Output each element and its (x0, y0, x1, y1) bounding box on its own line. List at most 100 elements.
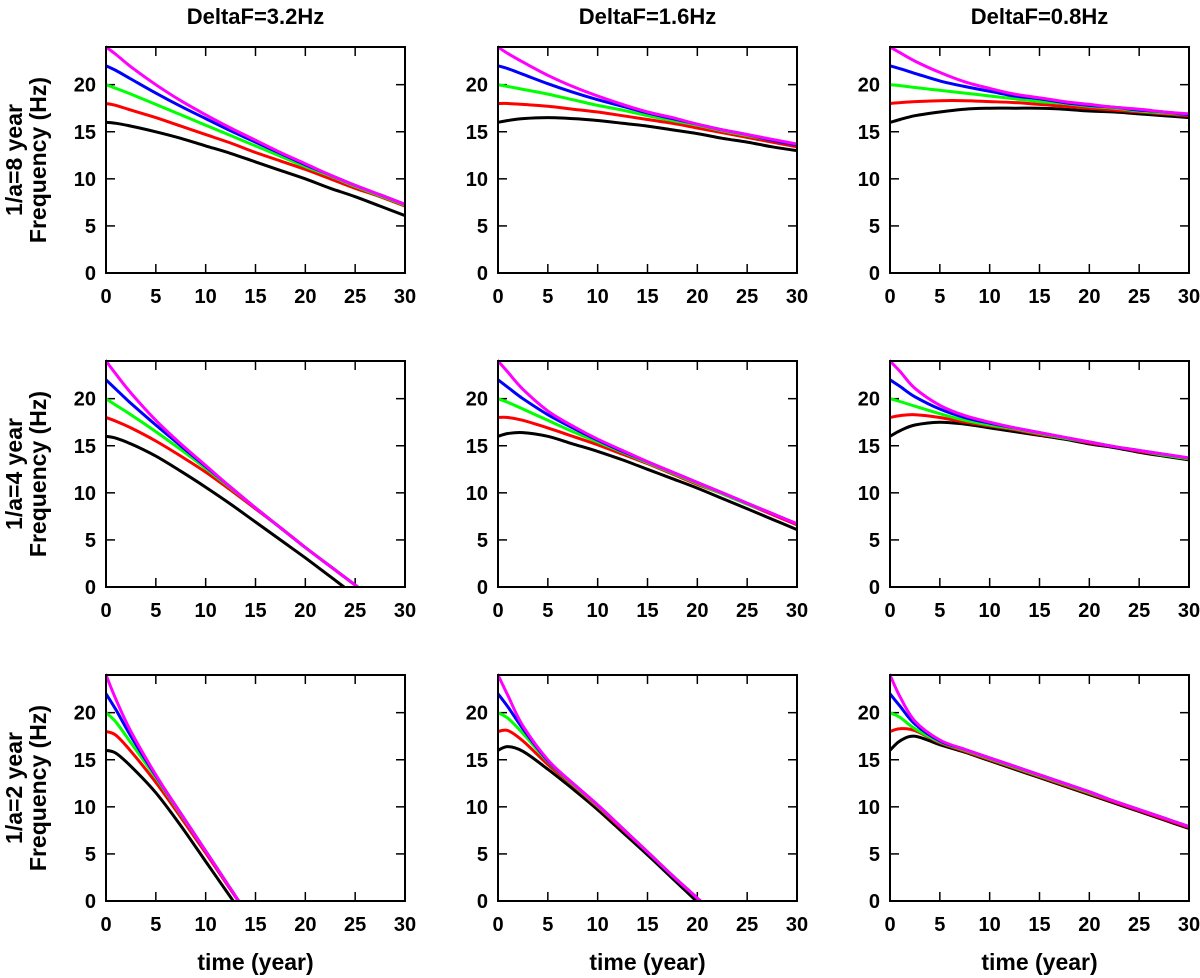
series-line-f24 (106, 45, 405, 206)
series-line-f24 (106, 673, 241, 901)
series-line-f24 (890, 45, 1189, 116)
x-tick-label: 15 (636, 914, 658, 936)
y-tick-label: 15 (74, 750, 96, 772)
y-tick-label: 10 (466, 169, 488, 191)
y-tick-label: 5 (869, 216, 880, 238)
series-line-f20 (890, 711, 1189, 829)
x-tick-label: 10 (587, 600, 609, 622)
y-tick-label: 20 (858, 75, 880, 97)
x-tick-label: 30 (786, 914, 808, 936)
plot-frame (889, 46, 1190, 274)
y-tick-label: 0 (869, 891, 880, 913)
x-tick-label: 10 (195, 914, 217, 936)
series-line-f24 (106, 359, 360, 587)
plot-frame (497, 46, 798, 274)
y-tick-label: 0 (477, 577, 488, 599)
y-tick-label: 15 (858, 436, 880, 458)
x-tick-label: 10 (979, 914, 1001, 936)
y-tick-label: 15 (858, 122, 880, 144)
x-tick-label: 0 (100, 600, 111, 622)
x-axis-label: time (year) (197, 949, 313, 975)
x-tick-label: 0 (884, 600, 895, 622)
plot-frame (105, 674, 406, 902)
x-tick-label: 20 (294, 600, 316, 622)
y-tick-label: 10 (858, 169, 880, 191)
x-tick-label: 15 (244, 286, 266, 308)
series-line-f22 (498, 692, 702, 901)
x-tick-label: 20 (686, 600, 708, 622)
y-tick-label: 5 (869, 530, 880, 552)
x-tick-label: 20 (294, 286, 316, 308)
x-tick-label: 25 (1128, 286, 1150, 308)
plot-frame (105, 46, 406, 274)
y-tick-label: 20 (74, 75, 96, 97)
y-tick-label: 20 (74, 389, 96, 411)
series-line-f16 (890, 734, 1189, 830)
plot-frame (889, 674, 1190, 902)
x-tick-label: 30 (1178, 286, 1200, 308)
series-line-f22 (498, 378, 797, 526)
x-tick-label: 5 (542, 914, 553, 936)
x-tick-label: 30 (394, 600, 416, 622)
y-tick-label: 15 (858, 750, 880, 772)
y-tick-label: 5 (477, 844, 488, 866)
x-tick-label: 0 (492, 600, 503, 622)
x-axis-label: time (year) (589, 949, 705, 975)
x-tick-label: 15 (244, 914, 266, 936)
x-tick-label: 20 (1078, 286, 1100, 308)
column-title: DeltaF=1.6Hz (579, 4, 717, 29)
x-tick-label: 30 (1178, 914, 1200, 936)
series-line-f24 (498, 673, 702, 901)
y-tick-label: 15 (74, 436, 96, 458)
series-line-f24 (498, 359, 797, 526)
x-tick-label: 25 (344, 286, 366, 308)
x-tick-label: 25 (1128, 600, 1150, 622)
series-line-f24 (498, 45, 797, 146)
y-tick-label: 0 (85, 263, 96, 285)
y-tick-label: 10 (858, 483, 880, 505)
y-tick-label: 20 (858, 389, 880, 411)
x-tick-label: 0 (100, 914, 111, 936)
x-tick-label: 0 (100, 286, 111, 308)
x-tick-label: 10 (195, 286, 217, 308)
y-tick-label: 15 (466, 122, 488, 144)
y-tick-label: 0 (85, 577, 96, 599)
y-tick-label: 20 (466, 75, 488, 97)
x-tick-label: 15 (1028, 914, 1050, 936)
x-tick-label: 30 (394, 914, 416, 936)
x-tick-label: 10 (979, 286, 1001, 308)
y-tick-label: 20 (466, 389, 488, 411)
series-line-f16 (498, 745, 698, 901)
y-axis-label: Frequency (Hz) (25, 391, 51, 557)
y-tick-label: 10 (466, 797, 488, 819)
y-tick-label: 20 (466, 703, 488, 725)
series-line-f16 (498, 116, 797, 153)
x-tick-label: 15 (636, 286, 658, 308)
y-tick-label: 5 (869, 844, 880, 866)
plot-frame (889, 360, 1190, 588)
series-line-f22 (890, 692, 1189, 829)
y-tick-label: 5 (477, 530, 488, 552)
series-line-f22 (106, 64, 405, 206)
x-tick-label: 25 (736, 914, 758, 936)
series-line-f16 (498, 430, 797, 532)
x-tick-label: 5 (150, 914, 161, 936)
x-tick-label: 5 (934, 600, 945, 622)
x-tick-label: 10 (587, 286, 609, 308)
x-tick-label: 5 (150, 600, 161, 622)
x-tick-label: 30 (394, 286, 416, 308)
x-tick-label: 30 (786, 286, 808, 308)
y-axis-label: Frequency (Hz) (25, 705, 51, 871)
plot-frame (105, 360, 406, 588)
x-tick-label: 30 (786, 600, 808, 622)
x-tick-label: 10 (195, 600, 217, 622)
x-tick-label: 20 (1078, 914, 1100, 936)
y-tick-label: 10 (74, 169, 96, 191)
series-line-f16 (890, 420, 1189, 462)
series-line-f18 (106, 102, 405, 208)
x-tick-label: 15 (244, 600, 266, 622)
y-tick-label: 5 (85, 530, 96, 552)
series-line-f16 (106, 120, 405, 218)
row-label: 1/a=4 year (1, 418, 27, 530)
x-tick-label: 10 (979, 600, 1001, 622)
